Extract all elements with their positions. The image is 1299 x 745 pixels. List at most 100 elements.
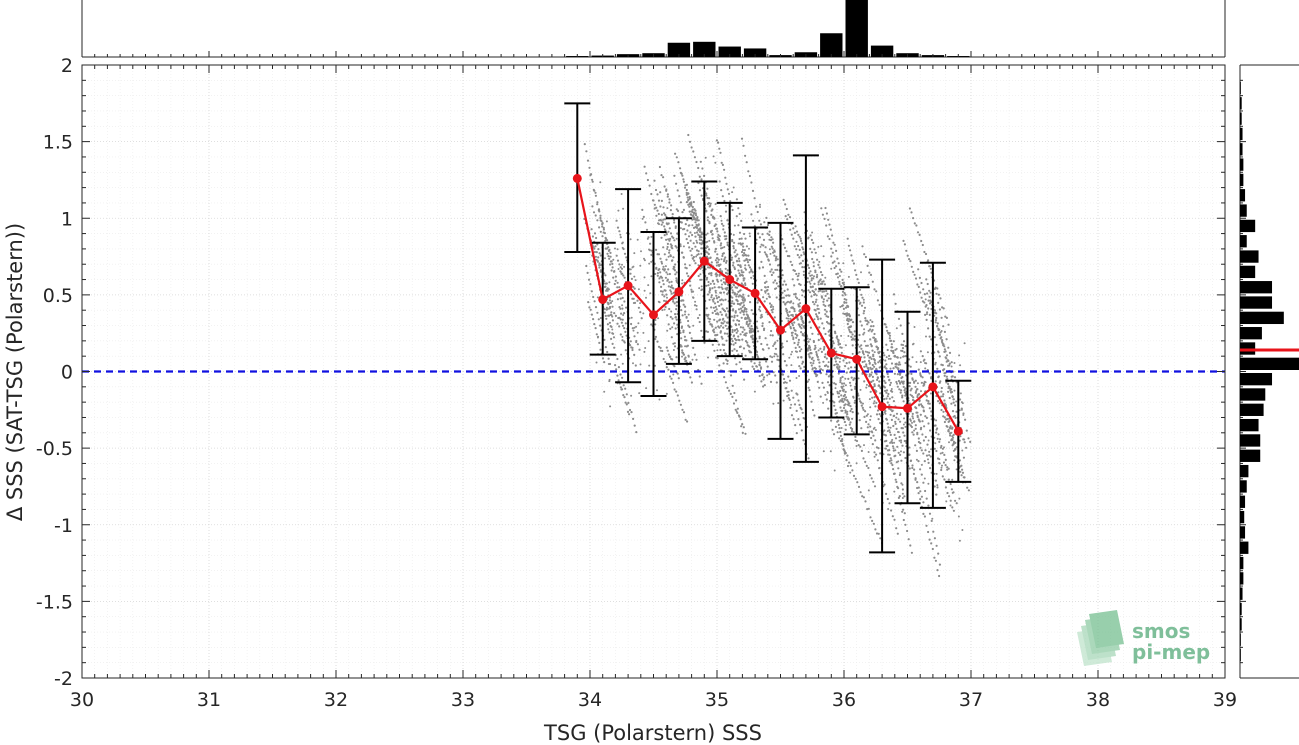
scatter-point bbox=[615, 219, 618, 222]
scatter-point bbox=[730, 258, 733, 261]
scatter-point bbox=[630, 277, 634, 280]
scatter-point bbox=[642, 312, 645, 315]
scatter-point bbox=[689, 376, 692, 379]
scatter-point bbox=[893, 455, 896, 458]
scatter-point bbox=[867, 283, 870, 286]
scatter-point bbox=[875, 373, 878, 376]
scatter-point bbox=[814, 367, 818, 370]
scatter-point bbox=[700, 329, 703, 332]
scatter-point bbox=[739, 326, 743, 329]
scatter-point bbox=[849, 319, 852, 322]
scatter-point bbox=[741, 305, 744, 309]
scatter-point bbox=[936, 324, 939, 328]
scatter-point bbox=[832, 324, 835, 327]
scatter-point bbox=[831, 340, 835, 343]
scatter-point bbox=[823, 347, 826, 350]
scatter-point bbox=[730, 256, 734, 259]
scatter-point bbox=[950, 361, 953, 364]
scatter-point bbox=[606, 289, 609, 292]
scatter-point bbox=[888, 334, 892, 337]
scatter-point bbox=[671, 358, 674, 361]
scatter-point bbox=[930, 338, 933, 341]
scatter-point bbox=[756, 301, 759, 304]
scatter-point bbox=[731, 264, 735, 267]
scatter-point bbox=[913, 468, 916, 471]
scatter-point bbox=[899, 363, 902, 366]
scatter-point bbox=[767, 259, 770, 262]
scatter-point bbox=[593, 323, 596, 326]
scatter-point bbox=[718, 326, 721, 329]
scatter-point bbox=[948, 432, 952, 435]
scatter-point bbox=[834, 383, 837, 386]
scatter-point bbox=[798, 298, 801, 301]
scatter-point bbox=[895, 327, 898, 330]
scatter-point bbox=[679, 227, 682, 230]
scatter-point bbox=[929, 429, 932, 432]
scatter-point bbox=[698, 287, 701, 290]
scatter-point bbox=[827, 297, 830, 300]
scatter-point bbox=[910, 394, 914, 397]
scatter-point bbox=[752, 219, 755, 222]
scatter-point bbox=[860, 449, 864, 452]
scatter-point bbox=[772, 251, 775, 254]
scatter-point bbox=[682, 353, 685, 356]
scatter-point bbox=[771, 247, 774, 250]
scatter-point bbox=[713, 309, 717, 313]
scatter-point bbox=[872, 434, 875, 437]
scatter-point bbox=[759, 245, 762, 248]
scatter-point bbox=[713, 349, 716, 352]
scatter-point bbox=[902, 380, 905, 383]
scatter-point bbox=[945, 354, 949, 357]
scatter-point bbox=[673, 268, 676, 271]
scatter-point bbox=[895, 347, 898, 350]
mean-point bbox=[674, 287, 684, 297]
scatter-point bbox=[944, 458, 947, 461]
scatter-point bbox=[695, 239, 698, 242]
scatter-point bbox=[650, 249, 653, 252]
scatter-point bbox=[718, 286, 721, 289]
scatter-point bbox=[928, 289, 931, 292]
scatter-point bbox=[735, 324, 738, 327]
x-tick-label: 39 bbox=[1213, 689, 1237, 711]
scatter-point bbox=[844, 344, 847, 347]
scatter-point bbox=[891, 390, 894, 393]
scatter-point bbox=[894, 420, 897, 423]
scatter-point bbox=[660, 199, 664, 202]
scatter-point bbox=[888, 404, 891, 407]
scatter-point bbox=[719, 268, 722, 271]
scatter-point bbox=[809, 361, 812, 364]
scatter-point bbox=[822, 298, 826, 301]
scatter-point bbox=[695, 160, 698, 164]
scatter-point bbox=[719, 291, 723, 294]
scatter-point bbox=[883, 483, 886, 486]
scatter-point bbox=[708, 205, 711, 208]
scatter-point bbox=[716, 278, 719, 281]
scatter-point bbox=[823, 283, 827, 286]
scatter-point bbox=[689, 239, 692, 242]
scatter-point bbox=[742, 144, 745, 147]
scatter-point bbox=[719, 151, 722, 154]
scatter-point bbox=[732, 186, 735, 189]
scatter-point bbox=[667, 285, 670, 288]
scatter-point bbox=[669, 243, 672, 246]
scatter-point bbox=[916, 486, 919, 490]
scatter-point bbox=[743, 307, 747, 310]
scatter-point bbox=[630, 394, 633, 397]
scatter-point bbox=[742, 245, 745, 248]
scatter-point bbox=[605, 306, 608, 309]
scatter-point bbox=[883, 433, 886, 436]
scatter-point bbox=[744, 154, 747, 157]
scatter-point bbox=[798, 248, 801, 251]
scatter-point bbox=[695, 308, 698, 311]
scatter-point bbox=[674, 263, 677, 266]
scatter-point bbox=[617, 268, 620, 270]
scatter-point bbox=[861, 351, 864, 354]
scatter-point bbox=[873, 400, 876, 403]
scatter-point bbox=[746, 320, 749, 323]
scatter-point bbox=[833, 266, 836, 270]
scatter-point bbox=[813, 303, 816, 306]
scatter-point bbox=[935, 544, 938, 547]
scatter-point bbox=[834, 425, 838, 428]
scatter-point bbox=[843, 397, 846, 400]
scatter-point bbox=[890, 343, 893, 346]
